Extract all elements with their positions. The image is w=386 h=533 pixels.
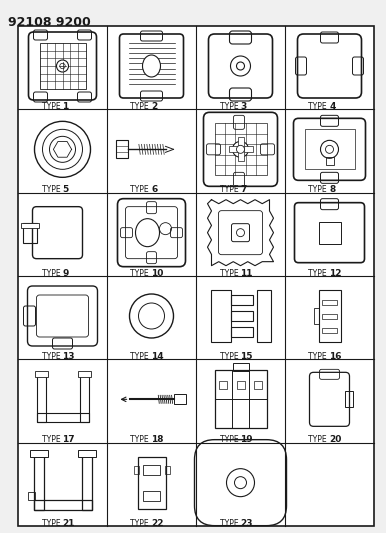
Text: 17: 17 (63, 435, 75, 444)
Text: TYPE: TYPE (42, 102, 63, 111)
Text: TYPE: TYPE (130, 352, 151, 361)
Bar (232, 364, 249, 372)
Text: TYPE: TYPE (220, 185, 240, 194)
Bar (318, 222, 340, 244)
Bar (81, 456, 91, 510)
Text: 14: 14 (151, 352, 164, 361)
Text: 23: 23 (240, 519, 253, 528)
Bar (219, 381, 227, 389)
Text: 10: 10 (151, 269, 164, 278)
Text: 92108 9200: 92108 9200 (8, 16, 91, 29)
Bar (230, 327, 252, 337)
Bar (322, 300, 337, 304)
Text: 13: 13 (63, 352, 75, 361)
Bar (37, 413, 88, 422)
Text: TYPE: TYPE (130, 102, 151, 111)
Text: 18: 18 (151, 435, 164, 444)
Bar (322, 313, 337, 319)
Bar (230, 295, 252, 305)
Ellipse shape (142, 55, 161, 77)
Text: 22: 22 (151, 519, 164, 528)
Text: 1: 1 (63, 102, 69, 111)
Bar (34, 372, 47, 377)
Bar (344, 391, 352, 407)
Text: 16: 16 (330, 352, 342, 361)
FancyBboxPatch shape (37, 295, 88, 337)
Text: TYPE: TYPE (42, 269, 63, 278)
Text: TYPE: TYPE (308, 185, 330, 194)
Text: 7: 7 (240, 185, 247, 194)
Bar (115, 140, 127, 158)
Text: TYPE: TYPE (308, 352, 330, 361)
Text: 4: 4 (330, 102, 336, 111)
Text: 20: 20 (330, 435, 342, 444)
Text: TYPE: TYPE (308, 435, 330, 444)
Text: TYPE: TYPE (220, 102, 240, 111)
Bar (34, 499, 91, 510)
Text: 11: 11 (240, 269, 253, 278)
Bar (143, 491, 160, 500)
Bar (22, 223, 37, 243)
Bar (143, 465, 160, 475)
Text: TYPE: TYPE (220, 519, 240, 528)
Text: 8: 8 (330, 185, 336, 194)
Text: TYPE: TYPE (220, 269, 240, 278)
Text: 3: 3 (240, 102, 247, 111)
Bar (78, 450, 95, 457)
Text: 15: 15 (240, 352, 253, 361)
Bar (164, 466, 169, 474)
Bar (237, 138, 244, 161)
Bar (34, 456, 44, 510)
Text: 9: 9 (63, 269, 69, 278)
Bar (173, 394, 186, 405)
Text: TYPE: TYPE (308, 269, 330, 278)
Bar (215, 123, 266, 175)
Bar (230, 311, 252, 321)
Text: TYPE: TYPE (42, 435, 63, 444)
Bar (313, 308, 318, 324)
Bar (237, 381, 244, 389)
Text: TYPE: TYPE (220, 352, 240, 361)
Bar (37, 376, 46, 422)
Text: TYPE: TYPE (130, 519, 151, 528)
Text: TYPE: TYPE (220, 435, 240, 444)
Bar (78, 372, 90, 377)
Bar (27, 491, 34, 499)
Text: 6: 6 (151, 185, 158, 194)
Text: TYPE: TYPE (130, 269, 151, 278)
Bar (325, 157, 334, 165)
Bar (257, 290, 271, 342)
Circle shape (237, 146, 244, 154)
Bar (318, 290, 340, 342)
Bar (137, 457, 166, 508)
Text: 5: 5 (63, 185, 69, 194)
Bar (39, 43, 86, 89)
Circle shape (232, 141, 249, 157)
Text: 21: 21 (63, 519, 75, 528)
Circle shape (56, 60, 68, 72)
Text: TYPE: TYPE (308, 102, 330, 111)
Bar (322, 327, 337, 333)
Bar (254, 381, 262, 389)
Text: TYPE: TYPE (42, 519, 63, 528)
Bar (215, 370, 266, 429)
Text: TYPE: TYPE (42, 185, 63, 194)
Bar (20, 223, 39, 228)
Bar (305, 130, 354, 169)
Bar (80, 376, 88, 422)
Text: 19: 19 (240, 435, 253, 444)
Text: 2: 2 (151, 102, 158, 111)
Bar (229, 147, 252, 152)
Bar (210, 290, 230, 342)
Text: 12: 12 (330, 269, 342, 278)
Bar (134, 466, 139, 474)
Circle shape (60, 63, 65, 69)
Text: TYPE: TYPE (130, 185, 151, 194)
Text: TYPE: TYPE (42, 352, 63, 361)
Text: TYPE: TYPE (130, 435, 151, 444)
Bar (29, 450, 47, 457)
